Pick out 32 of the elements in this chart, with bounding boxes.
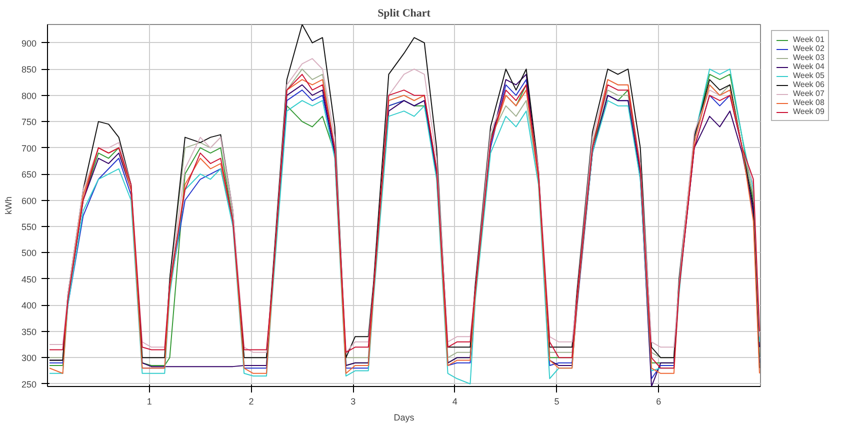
y-tick-label: 600 <box>21 196 37 206</box>
x-tick-label: 5 <box>554 396 560 406</box>
x-tick-label: 6 <box>656 396 662 406</box>
legend-label: Week 05 <box>793 71 824 80</box>
legend-label: Week 07 <box>793 89 824 98</box>
y-axis-title: kWh <box>3 196 14 214</box>
y-tick-label: 800 <box>21 90 37 101</box>
y-tick-label: 700 <box>21 143 37 154</box>
legend-label: Week 09 <box>793 107 824 116</box>
x-axis-title: Days <box>394 412 415 422</box>
x-tick-label: 3 <box>350 396 356 406</box>
y-tick-label: 650 <box>21 170 37 180</box>
legend-label: Week 01 <box>793 35 824 44</box>
y-tick-label: 750 <box>21 117 37 128</box>
legend-label: Week 06 <box>793 80 824 89</box>
x-tick-label: 1 <box>146 396 152 406</box>
chart-title: Split Chart <box>378 8 431 20</box>
legend-label: Week 04 <box>793 62 824 71</box>
legend-label: Week 03 <box>793 53 824 62</box>
y-tick-label: 900 <box>21 38 37 48</box>
y-tick-label: 550 <box>21 222 37 232</box>
legend-label: Week 02 <box>793 44 824 53</box>
y-tick-label: 400 <box>21 300 37 311</box>
y-tick-label: 300 <box>21 353 37 364</box>
y-tick-label: 450 <box>21 274 37 284</box>
y-tick-label: 250 <box>21 379 37 390</box>
y-tick-label: 850 <box>21 64 37 75</box>
x-tick-label: 4 <box>452 396 458 406</box>
y-tick-label: 500 <box>21 248 37 258</box>
legend-label: Week 08 <box>793 98 824 107</box>
y-tick-label: 350 <box>21 326 37 337</box>
x-tick-label: 2 <box>248 396 254 406</box>
